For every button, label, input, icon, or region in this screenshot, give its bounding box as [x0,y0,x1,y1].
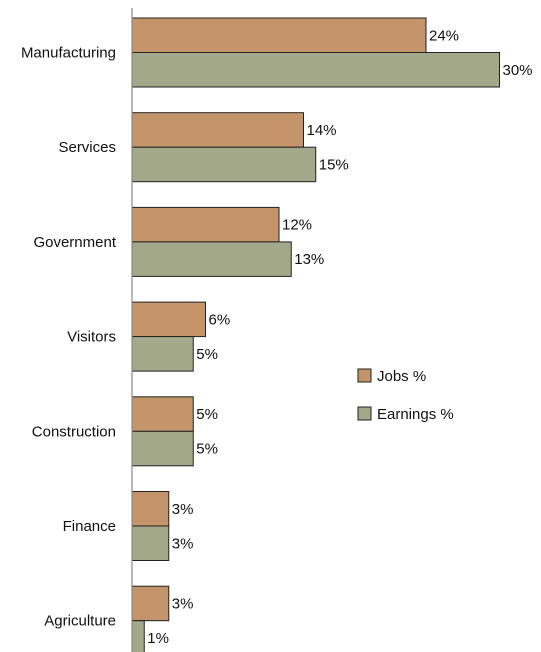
value-label-earnings-construction: 5% [196,441,218,458]
value-label-jobs-finance: 3% [172,501,194,518]
value-label-earnings-services: 15% [319,156,349,173]
bar-earnings-agriculture [131,620,145,652]
value-label-earnings-finance: 3% [172,535,194,552]
value-label-jobs-construction: 5% [196,406,218,423]
value-label-jobs-government: 12% [282,217,312,234]
category-label-agriculture: Agriculture [44,613,116,630]
bar-jobs-government [131,206,280,243]
bar-jobs-finance [131,491,170,527]
value-label-jobs-agriculture: 3% [172,595,194,612]
bars-group [131,17,500,652]
category-label-visitors: Visitors [67,329,116,346]
category-label-government: Government [33,234,116,251]
value-label-jobs-manufacturing: 24% [429,27,459,44]
legend-swatch-earnings [357,406,372,421]
category-label-services: Services [58,139,116,156]
legend-label-earnings: Earnings % [377,406,454,423]
value-label-earnings-government: 13% [294,251,324,268]
bar-earnings-construction [131,430,194,467]
bar-jobs-services [131,112,304,148]
bar-earnings-visitors [131,336,194,372]
value-label-earnings-manufacturing: 30% [503,62,533,79]
legend: Jobs % Earnings % [357,368,454,423]
category-label-manufacturing: Manufacturing [21,45,116,62]
bar-jobs-agriculture [131,585,170,622]
value-label-jobs-services: 14% [307,122,337,139]
value-label-earnings-visitors: 5% [196,346,218,363]
value-label-earnings-agriculture: 1% [147,630,169,647]
category-label-construction: Construction [32,423,116,440]
legend-swatch-jobs [357,368,372,383]
bar-jobs-construction [131,396,194,432]
bar-jobs-manufacturing [131,17,427,53]
category-label-finance: Finance [63,518,116,535]
bar-earnings-services [131,146,317,183]
bar-earnings-government [131,241,292,277]
bar-jobs-visitors [131,301,206,338]
labels-group: Manufacturing 24% 30% Services 14% 15% Governm… [21,27,533,647]
bar-earnings-manufacturing [131,52,500,88]
legend-label-jobs: Jobs % [377,368,426,385]
bar-earnings-finance [131,525,170,561]
value-label-jobs-visitors: 6% [209,311,231,328]
